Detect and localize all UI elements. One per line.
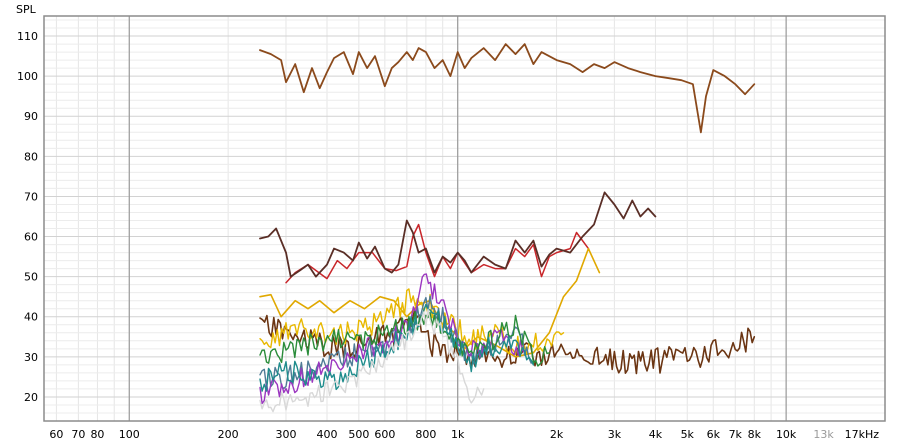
y-axis-label: SPL xyxy=(16,3,37,16)
y-tick-label: 70 xyxy=(24,190,38,203)
major-gridlines xyxy=(44,16,885,421)
x-tick-label: 5k xyxy=(681,428,695,441)
x-tick-label: 60 xyxy=(49,428,63,441)
x-tick-label: 6k xyxy=(707,428,721,441)
series-line-3 xyxy=(259,191,657,278)
y-tick-label: 110 xyxy=(17,30,38,43)
y-tick-labels: 20 30 40 50 60 70 80 90 100 110 xyxy=(17,30,38,404)
y-tick-label: 50 xyxy=(24,271,38,284)
x-tick-label: 600 xyxy=(374,428,395,441)
x-tick-label: 80 xyxy=(90,428,104,441)
series-line-9 xyxy=(259,310,550,367)
x-tick-label: 200 xyxy=(218,428,239,441)
x-tick-label: 13k xyxy=(813,428,834,441)
x-tick-label: 100 xyxy=(119,428,140,441)
series-line-1 xyxy=(259,43,756,134)
x-tick-label: 4k xyxy=(649,428,663,441)
x-tick-label: 1k xyxy=(451,428,465,441)
series-layer xyxy=(259,43,756,413)
x-tick-labels: 60 70 80 100 200 300 400 500 600 800 1k 2k 3k 4k 5k 6k 7… xyxy=(49,428,879,441)
x-tick-label: 17kHz xyxy=(845,428,880,441)
x-tick-label: 70 xyxy=(71,428,85,441)
y-tick-label: 80 xyxy=(24,150,38,163)
y-tick-label: 30 xyxy=(24,351,38,364)
plot-frame xyxy=(43,15,886,422)
x-tick-label: 8k xyxy=(748,428,762,441)
x-tick-label: 10k xyxy=(776,428,797,441)
x-tick-label: 2k xyxy=(550,428,564,441)
y-tick-label: 60 xyxy=(24,231,38,244)
x-tick-label: 7k xyxy=(729,428,743,441)
series-line-10 xyxy=(259,303,535,392)
minor-gridlines xyxy=(44,16,886,421)
y-tick-label: 40 xyxy=(24,311,38,324)
y-tick-label: 90 xyxy=(24,110,38,123)
x-tick-label: 3k xyxy=(608,428,622,441)
y-tick-label: 20 xyxy=(24,391,38,404)
x-tick-label: 300 xyxy=(275,428,296,441)
x-tick-label: 500 xyxy=(348,428,369,441)
y-tick-label: 100 xyxy=(17,70,38,83)
x-tick-label: 800 xyxy=(415,428,436,441)
x-tick-label: 400 xyxy=(317,428,338,441)
series-line-11 xyxy=(259,308,485,413)
